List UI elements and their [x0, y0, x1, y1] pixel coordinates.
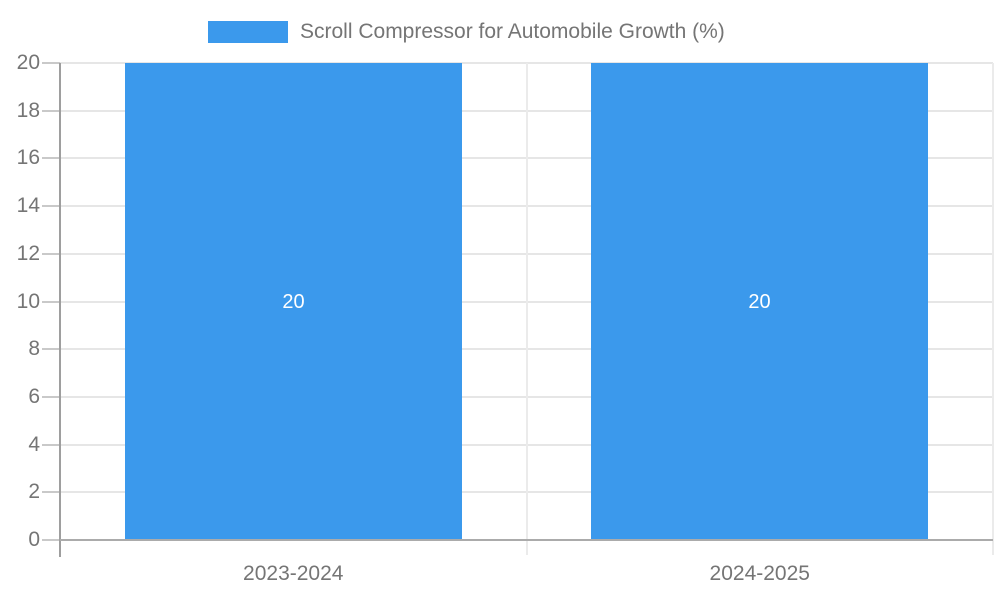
y-axis-line [59, 63, 61, 557]
y-tick-label: 2 [28, 480, 40, 504]
y-tick-label: 0 [28, 528, 40, 551]
y-tick-label: 10 [16, 289, 40, 313]
y-tick-mark [42, 252, 60, 255]
y-tick-mark [42, 205, 60, 208]
y-tick-mark [42, 539, 60, 541]
y-tick-mark [42, 300, 60, 303]
y-tick-label: 18 [16, 98, 40, 122]
y-tick-mark [42, 491, 60, 494]
y-tick-label: 6 [28, 384, 40, 408]
y-tick-mark [42, 395, 60, 398]
bar[interactable]: 20 [591, 63, 928, 540]
category-divider [525, 63, 528, 555]
y-tick-label: 8 [28, 337, 40, 361]
y-tick-mark [42, 348, 60, 351]
y-tick-mark [42, 157, 60, 160]
y-tick-label: 12 [16, 241, 40, 265]
y-tick-label: 14 [16, 194, 40, 218]
y-tick-label: 4 [28, 432, 40, 456]
legend-swatch [208, 21, 288, 43]
bar[interactable]: 20 [125, 63, 462, 540]
y-tick-label: 20 [16, 51, 40, 74]
y-tick-mark [42, 443, 60, 446]
y-tick-mark [42, 109, 60, 112]
x-axis-baseline [60, 539, 993, 541]
x-category-label: 2024-2025 [709, 562, 810, 585]
bar-value-label: 20 [282, 290, 305, 313]
bar-value-label: 20 [748, 290, 771, 313]
legend-label: Scroll Compressor for Automobile Growth … [300, 20, 725, 43]
plot-right-border [992, 63, 994, 555]
y-tick-label: 16 [16, 146, 40, 170]
y-tick-mark [42, 62, 60, 64]
x-category-label: 2023-2024 [243, 562, 344, 585]
